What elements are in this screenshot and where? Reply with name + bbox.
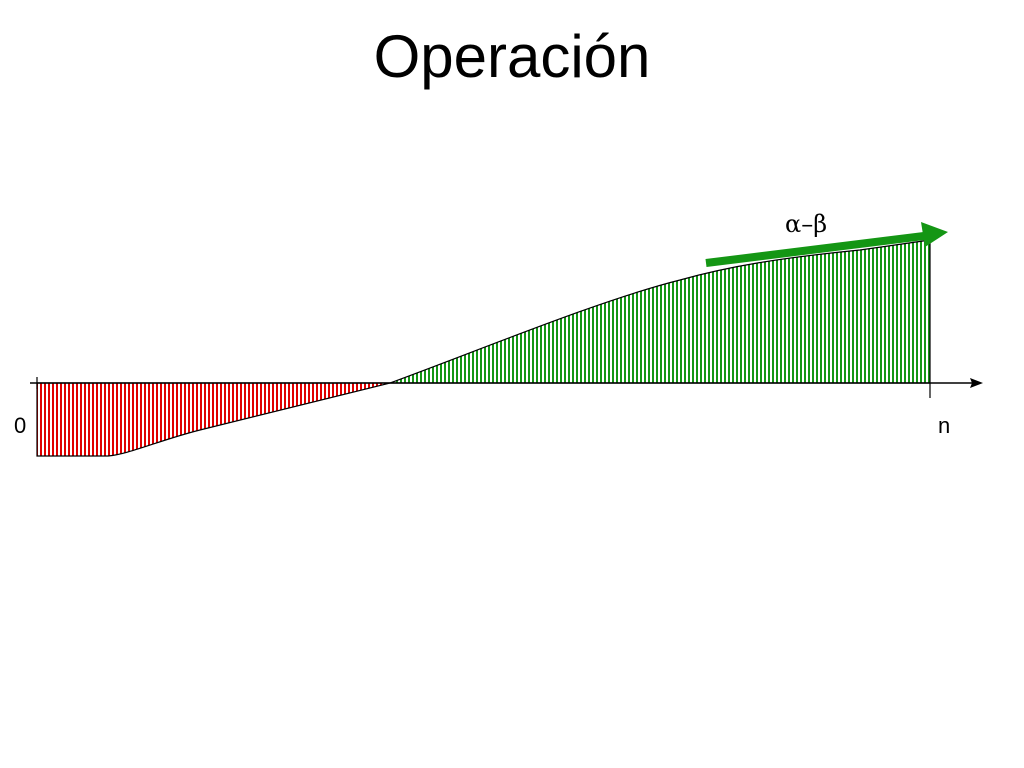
direction-arrowhead [921, 222, 948, 247]
negative-region [36, 382, 391, 457]
positive-region [389, 239, 931, 384]
alpha-beta-label: α–β [785, 210, 827, 238]
end-label: n [938, 413, 950, 438]
axis-arrowhead [970, 378, 983, 388]
origin-label: 0 [14, 413, 26, 438]
direction-arrow-shaft [705, 232, 925, 267]
slide-title: Operación [373, 23, 651, 90]
